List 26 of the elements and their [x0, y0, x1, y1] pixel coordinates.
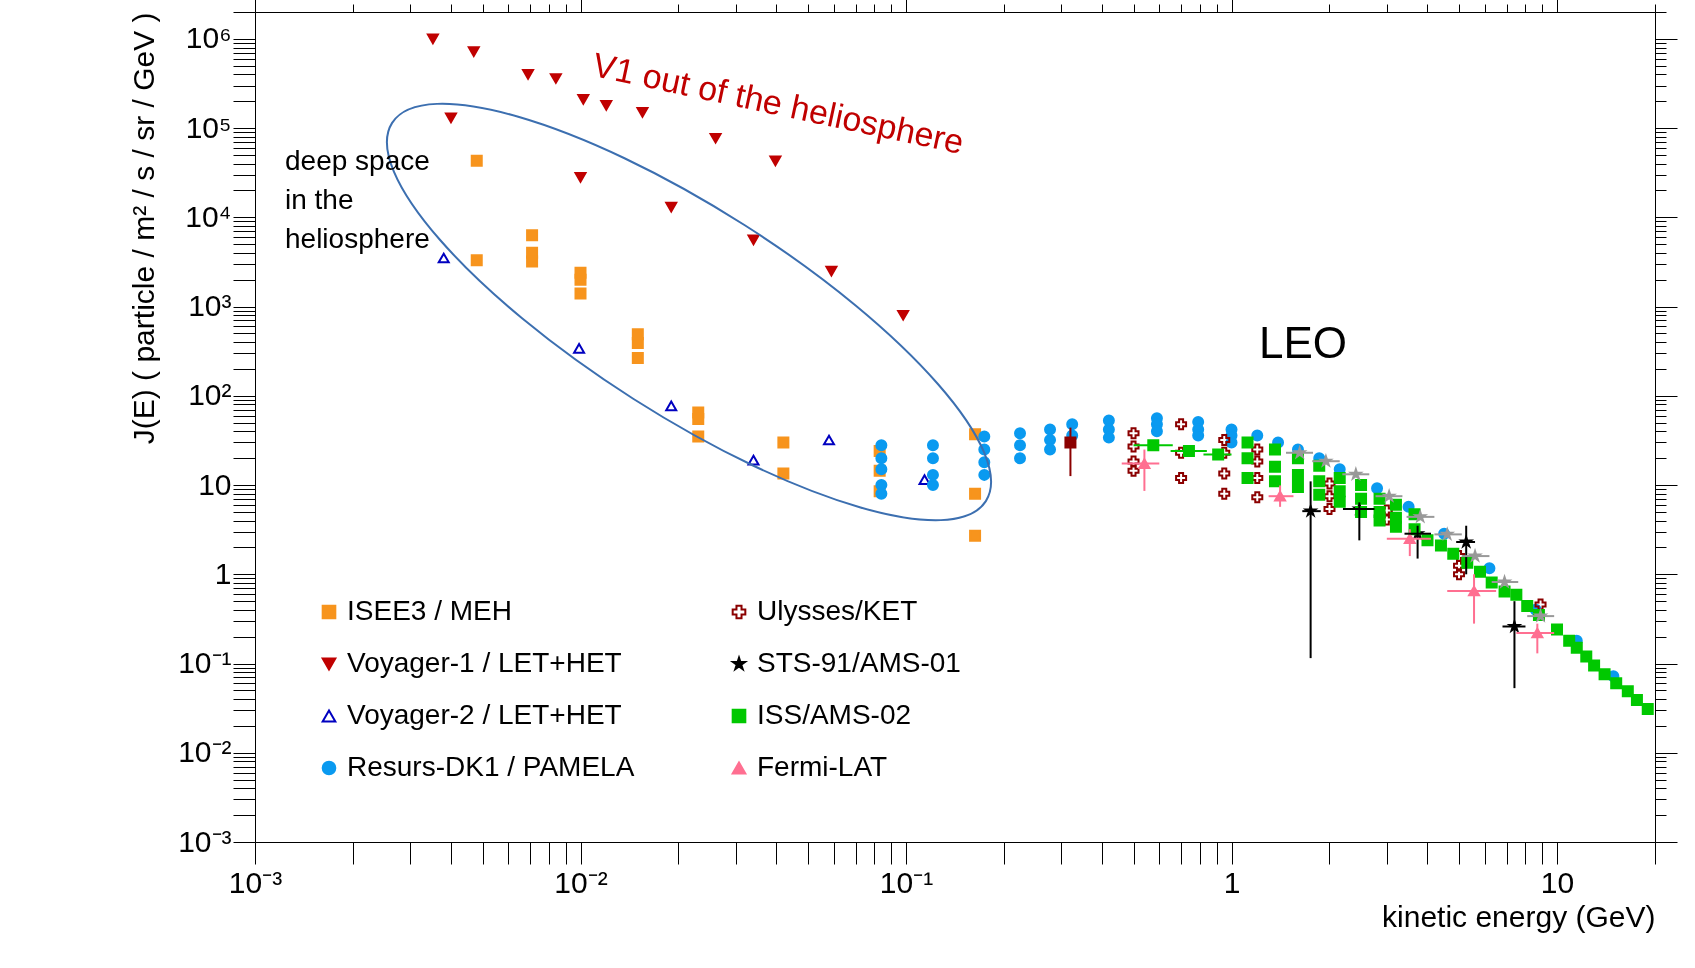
y-axis-title: J(E) ( particle / m² / s / sr / GeV ) — [127, 12, 161, 445]
x-tick-label: 10⁻¹ — [879, 865, 934, 899]
y-tick-label: 10² — [188, 378, 232, 412]
annotation: LEO — [1258, 318, 1348, 367]
y-tick-label: 10⁶ — [185, 21, 232, 55]
x-tick-label: 10 — [1540, 865, 1575, 899]
y-tick-label: 10⁵ — [185, 110, 232, 144]
legend-label: Voyager-1 / LET+HET — [347, 647, 622, 678]
x-tick-label: 10⁻³ — [228, 865, 283, 899]
y-tick-label: 10⁻¹ — [178, 646, 232, 680]
y-tick-label: 1 — [214, 556, 232, 590]
x-tick-label: 10⁻² — [554, 865, 608, 899]
x-tick-label: 1 — [1223, 865, 1241, 899]
legend-label: Resurs-DK1 / PAMELA — [347, 751, 635, 782]
legend-label: Ulysses/KET — [757, 595, 918, 626]
y-tick-label: 10⁴ — [185, 199, 232, 233]
legend-label: ISEE3 / MEH — [347, 595, 512, 626]
legend-label: Voyager-2 / LET+HET — [347, 699, 622, 730]
y-tick-label: 10⁻² — [178, 735, 232, 769]
legend-label: STS-91/AMS-01 — [757, 647, 961, 678]
x-axis-title: kinetic energy (GeV) — [1382, 899, 1656, 933]
legend-label: Fermi-LAT — [757, 751, 888, 782]
legend-label: ISS/AMS-02 — [757, 699, 912, 730]
y-tick-label: 10 — [198, 467, 232, 501]
y-tick-label: 10³ — [188, 289, 232, 323]
y-tick-label: 10⁻³ — [178, 824, 232, 858]
